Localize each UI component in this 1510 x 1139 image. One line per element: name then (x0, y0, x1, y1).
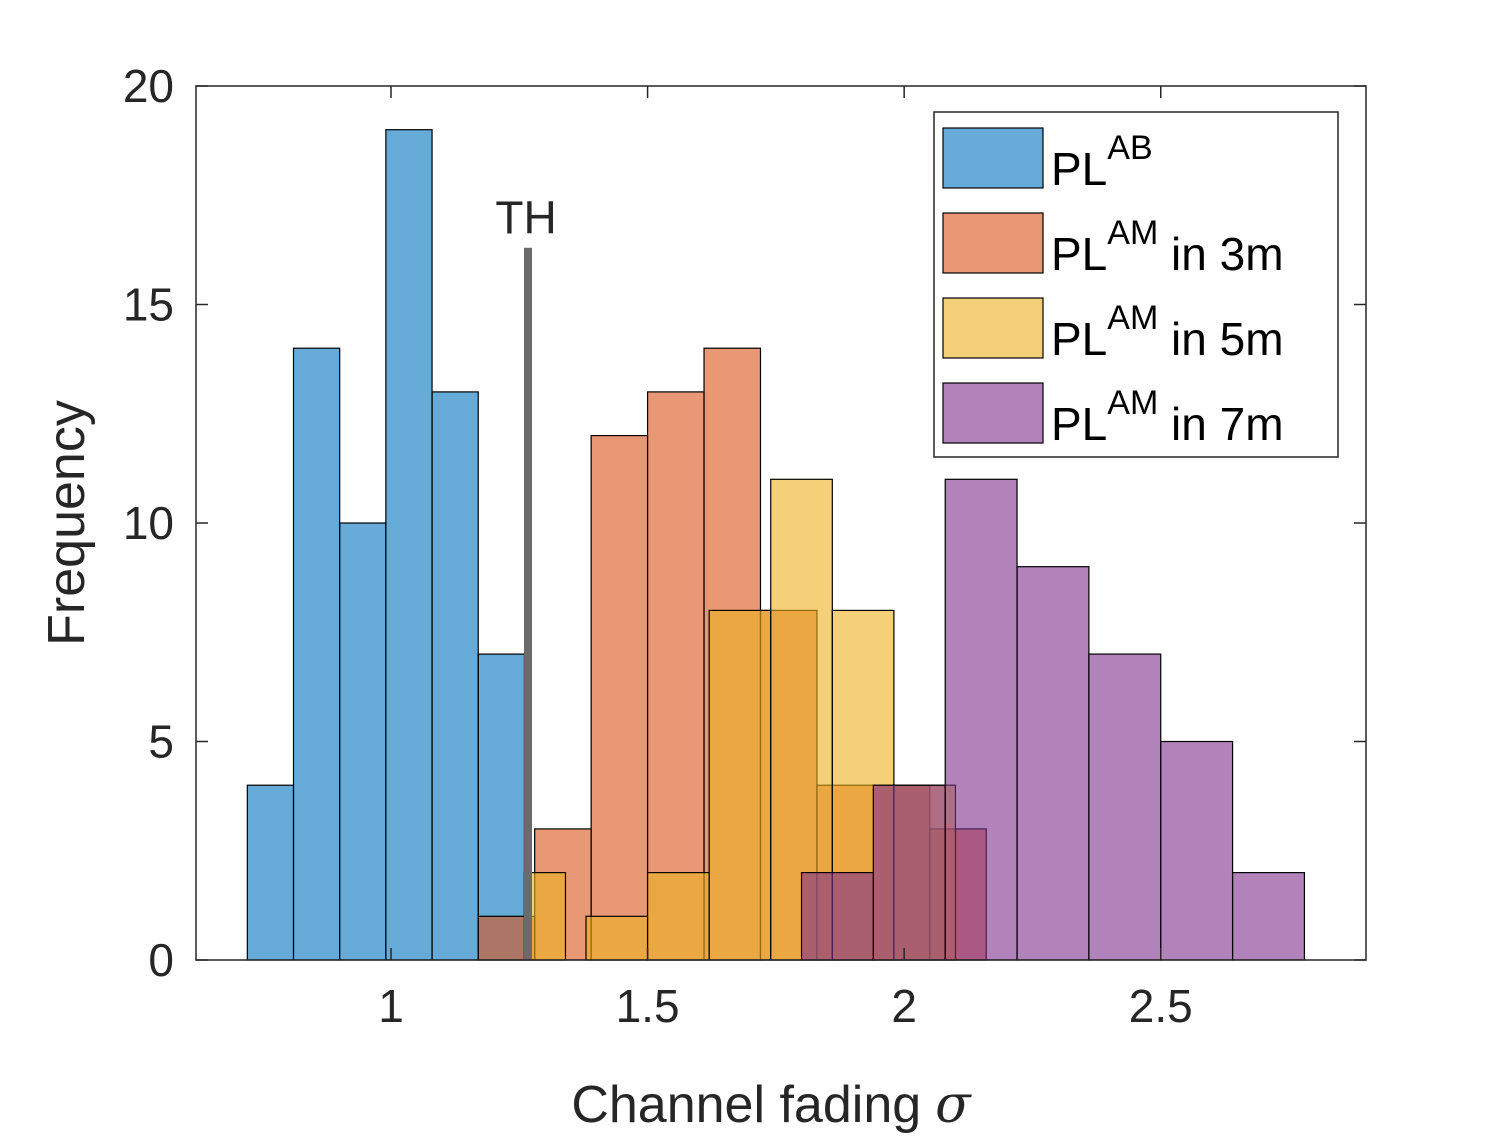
histogram-bar (477, 653, 526, 961)
legend-label-superscript: AB (1107, 129, 1152, 167)
threshold-label: TH (495, 192, 556, 244)
histogram-bar (1016, 566, 1090, 961)
x-axis-title-symbol: σ (935, 1075, 972, 1135)
histogram-bar (339, 522, 387, 961)
legend-swatch (942, 297, 1044, 359)
histogram-bars (246, 129, 1306, 961)
legend-label-base: PL (1051, 313, 1107, 365)
series-1-bars (246, 129, 526, 961)
legend-label: PLAM in 3m (1051, 214, 1284, 280)
threshold-marker: TH (495, 192, 557, 960)
legend-label: PLAM in 7m (1051, 384, 1284, 450)
legend-label-superscript: AM (1107, 299, 1158, 337)
histogram-bar (1160, 740, 1234, 961)
x-tick-label: 2.5 (1129, 980, 1193, 1032)
legend-label-suffix: in 3m (1158, 228, 1283, 280)
legend-item: PLAM in 7m (942, 382, 1284, 450)
legend-item: PLAB (942, 127, 1153, 195)
legend-label-base: PL (1051, 228, 1107, 280)
y-tick-label: 20 (123, 60, 174, 112)
y-tick-label: 15 (123, 279, 174, 331)
y-axis-ticks: 0 5 10 15 20 (123, 60, 1366, 986)
legend-swatch (942, 127, 1044, 189)
legend-label-suffix: in 5m (1158, 313, 1283, 365)
histogram-bar (292, 347, 341, 961)
legend-swatch (942, 212, 1044, 274)
x-tick-label: 1 (378, 980, 404, 1032)
histogram-bar (1088, 653, 1162, 961)
legend-swatch (942, 382, 1044, 444)
histogram-bar (944, 478, 1018, 961)
legend-item: PLAM in 5m (942, 297, 1284, 365)
x-tick-label: 1.5 (616, 980, 680, 1032)
series-4-bars (800, 478, 1306, 961)
histogram-bar (646, 871, 710, 961)
histogram-bar (1231, 871, 1306, 961)
x-axis-title: Channel fading σ (571, 1075, 972, 1135)
legend-label-base: PL (1051, 398, 1107, 450)
legend-label: PLAM in 5m (1051, 299, 1284, 365)
legend-label-base: PL (1051, 143, 1107, 195)
legend-item: PLAM in 3m (942, 212, 1284, 280)
histogram-bar (246, 784, 295, 961)
y-tick-label: 0 (148, 934, 174, 986)
legend-label-suffix: in 7m (1158, 398, 1283, 450)
x-tick-label: 2 (891, 980, 917, 1032)
histogram-bar (385, 129, 433, 961)
histogram-bar (585, 915, 649, 961)
legend-label: PLAB (1051, 129, 1153, 195)
histogram-bar (590, 435, 649, 961)
histogram-bar (800, 871, 874, 961)
histogram-bar (646, 391, 705, 961)
x-axis-ticks: 1 1.5 2 2.5 (378, 86, 1193, 1032)
histogram-bar (708, 609, 772, 961)
y-tick-label: 5 (148, 716, 174, 768)
y-tick-label: 10 (123, 497, 174, 549)
histogram-bar (872, 784, 946, 961)
legend-label-superscript: AM (1107, 214, 1158, 252)
histogram-bar (431, 391, 479, 961)
y-axis-title: Frequency (38, 400, 96, 646)
x-axis-title-text: Channel fading (571, 1076, 921, 1134)
legend-label-superscript: AM (1107, 384, 1158, 422)
